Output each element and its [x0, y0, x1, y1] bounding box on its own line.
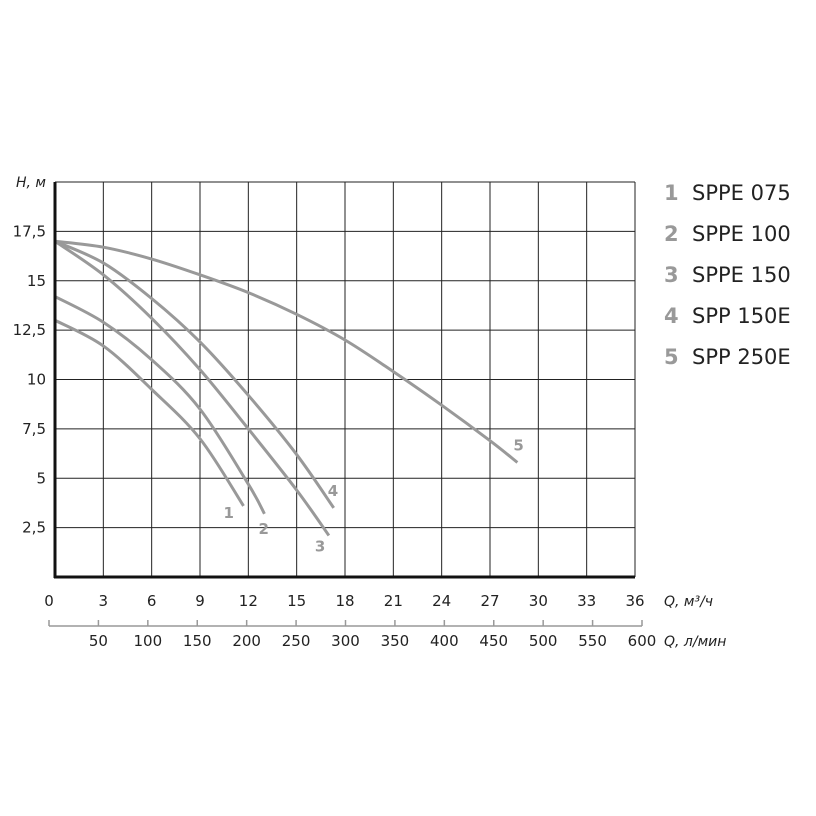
x-tick-label: 3: [99, 592, 109, 610]
curve-4: [54, 239, 335, 509]
x2-axis-label: Q, л/мин: [664, 634, 726, 650]
axes: 0 3 6 9 12 15 18 21 24 27 30 33 362,557,51012,51517,…: [13, 182, 657, 650]
x-tick-label: 33: [577, 592, 596, 610]
x2-tick-label: 450: [479, 632, 508, 650]
legend-entry: SPPE 075: [692, 181, 791, 205]
legend-entry: SPP 250E: [692, 345, 791, 369]
curve-label-4: 4: [328, 482, 338, 500]
x-tick-label: 15: [287, 592, 306, 610]
x-tick-label: 9: [195, 592, 205, 610]
y-tick-label: 7,5: [22, 420, 46, 438]
legend-entry: SPP 150E: [692, 304, 791, 328]
x2-tick-label: 400: [430, 632, 459, 650]
x2-tick-label: 250: [282, 632, 311, 650]
y-tick-label: 15: [27, 272, 46, 290]
y-tick-label: 2,5: [22, 519, 46, 537]
x2-tick-label: 600: [628, 632, 657, 650]
x-tick-label: 0: [44, 592, 54, 610]
x-axis-label: Q, м³/ч: [664, 594, 713, 610]
curve-label-3: 3: [315, 538, 325, 556]
x2-tick-label: 500: [529, 632, 558, 650]
legend-number: 2: [664, 222, 679, 246]
curve-1: [54, 318, 245, 507]
x-tick-label: 27: [480, 592, 499, 610]
legend-number: 3: [664, 263, 679, 287]
curve-2: [54, 295, 266, 515]
curve-label-1: 1: [224, 504, 234, 522]
x2-tick-label: 200: [232, 632, 261, 650]
legend-number: 1: [664, 181, 679, 205]
x2-tick-label: 350: [381, 632, 410, 650]
x2-tick-label: 150: [183, 632, 212, 650]
y-tick-label: 12,5: [13, 321, 46, 339]
legend-entry: SPPE 150: [692, 263, 791, 287]
x2-tick-label: 550: [578, 632, 607, 650]
x2-tick-label: 300: [331, 632, 360, 650]
y-axis-label: H, м: [16, 175, 46, 191]
curve-label-5: 5: [513, 436, 523, 454]
x-tick-label: 12: [239, 592, 258, 610]
x2-tick-label: 100: [134, 632, 163, 650]
x-tick-label: 24: [432, 592, 451, 610]
legend: 1 SPPE 075 2 SPPE 100 3 SPPE 150 4 SPP 150E 5 SPP…: [664, 181, 791, 369]
curve-3: [54, 240, 331, 537]
x-tick-label: 6: [147, 592, 157, 610]
x-tick-label: 21: [384, 592, 403, 610]
x-tick-label: 18: [335, 592, 354, 610]
legend-number: 5: [664, 345, 679, 369]
curve-label-2: 2: [258, 520, 268, 538]
y-tick-label: 5: [36, 469, 46, 487]
x2-tick-label: 50: [89, 632, 108, 650]
y-tick-label: 17,5: [13, 222, 46, 240]
x-tick-label: 30: [529, 592, 548, 610]
x-tick-label: 36: [625, 592, 644, 610]
y-tick-label: 10: [27, 371, 46, 389]
legend-entry: SPPE 100: [692, 222, 791, 246]
curves: 1 2 3 4 5: [54, 239, 524, 556]
curve-5: [54, 239, 519, 464]
legend-number: 4: [664, 304, 679, 328]
